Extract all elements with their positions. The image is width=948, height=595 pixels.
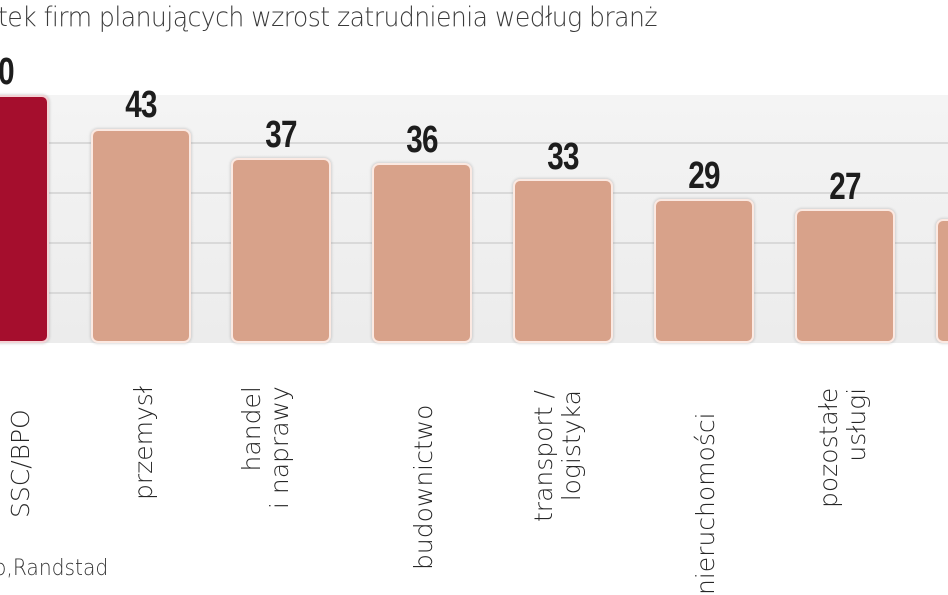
gridline-30 — [0, 192, 948, 194]
gridline-20 — [0, 242, 948, 244]
x-label-ssc-bpo: SSC/BPO — [6, 409, 35, 518]
source-note: o,Randstad — [0, 556, 109, 581]
x-label-przemysl: przemysł — [129, 386, 158, 500]
bar-przemysl — [91, 129, 191, 343]
gridline-40 — [0, 142, 948, 144]
value-label-budownictwo: 36 — [406, 119, 438, 161]
value-label-nieruchomosci: 29 — [688, 155, 720, 197]
value-label-transport: 33 — [547, 136, 579, 178]
bar-nieruchomosci — [654, 199, 754, 343]
x-label-transport: transport / logistyka — [529, 390, 586, 522]
value-label-przemysl: 43 — [125, 84, 157, 126]
value-label-handel: 37 — [265, 114, 297, 156]
bar-transport — [513, 179, 613, 343]
chart-title: tek firm planujących wzrost zatrudnienia… — [0, 2, 658, 33]
bar-cropped — [936, 219, 948, 343]
value-label-pozostale-uslugi: 27 — [829, 166, 861, 208]
bar-pozostale-uslugi — [795, 209, 895, 343]
gridline-10 — [0, 292, 948, 294]
bar-ssc-bpo — [0, 95, 49, 343]
bar-budownictwo — [372, 163, 472, 343]
value-label-ssc-bpo: 0 — [0, 53, 22, 91]
bar-handel — [231, 158, 331, 343]
x-label-pozostale-uslugi: pozostałe usługi — [814, 387, 871, 508]
x-label-handel: handel i naprawy — [237, 386, 294, 509]
x-label-nieruchomosci: nieruchomości — [691, 412, 720, 595]
x-label-budownictwo: budownictwo — [409, 404, 438, 570]
